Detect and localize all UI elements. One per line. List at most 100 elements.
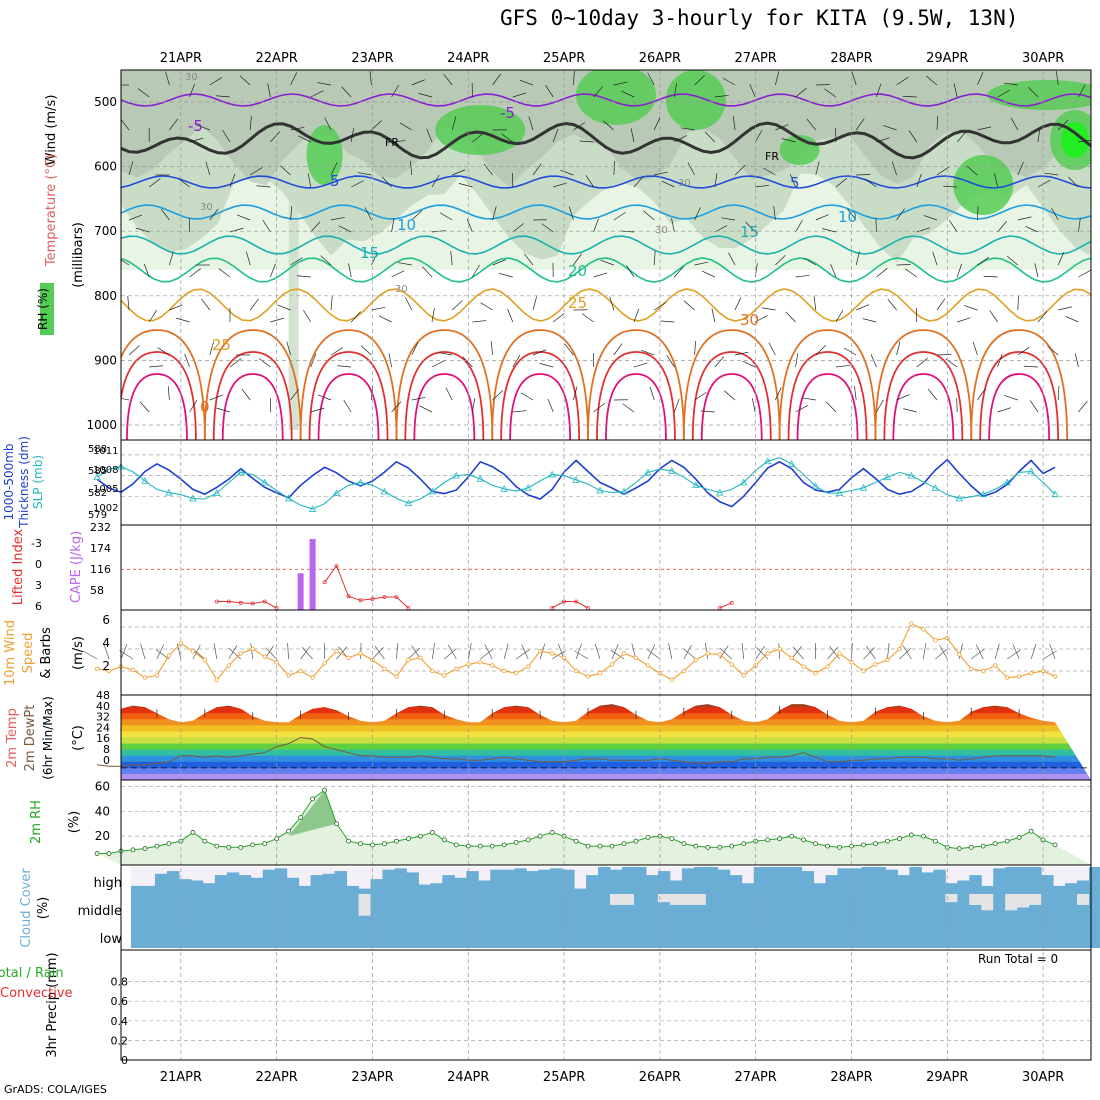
rh-point [549, 830, 555, 835]
axis-title-cloud-units: (%) [36, 897, 51, 920]
date-label-top: 21APR [160, 51, 202, 66]
surface-temp-arch [596, 351, 676, 440]
wind-barb [411, 79, 425, 86]
slp-marker [500, 485, 508, 492]
wind-barb [847, 208, 857, 221]
cloud-cell [1029, 921, 1042, 948]
lifted-tick-label: 3 [35, 579, 42, 592]
cloud-cell [1029, 904, 1042, 921]
thickness-line [96, 458, 1056, 508]
wind-barb [222, 129, 231, 143]
cloud-cell [741, 883, 755, 894]
wind10m-barb [503, 643, 509, 660]
temp-tick-label: 16 [96, 732, 110, 745]
cloud-cell [550, 868, 563, 894]
wind-speed-point [549, 651, 555, 656]
date-label-bottom: 25APR [543, 1070, 585, 1085]
wind-barb [337, 365, 352, 368]
cloud-cell [131, 921, 144, 948]
date-label-top: 28APR [830, 51, 872, 66]
date-label-top: 22APR [256, 51, 298, 66]
thickness-tick-label: 588 [88, 444, 107, 455]
cloud-gap [621, 894, 635, 905]
rh-bright-blob [1061, 122, 1090, 158]
wind-barb [724, 390, 736, 401]
date-label-bottom: 21APR [160, 1070, 202, 1085]
cloud-cell [825, 894, 839, 921]
surface-temp-arch [203, 329, 302, 440]
wind-barb [896, 394, 910, 401]
wind-barb [1057, 252, 1065, 266]
slp-marker [428, 487, 437, 495]
wind-speed-point [1052, 674, 1058, 679]
wind-barb [1029, 400, 1039, 413]
wind-barb [310, 221, 321, 233]
pressure-tick-label: 800 [94, 289, 117, 303]
cloud-cell [202, 894, 216, 921]
wind-barb [532, 349, 547, 356]
wind-barb [932, 251, 938, 266]
cloud-cell [981, 921, 994, 948]
cloud-cell [945, 921, 958, 948]
wind-barb [761, 307, 776, 311]
surface-temp-arch [126, 373, 188, 440]
wind-barb [411, 342, 419, 356]
wind-barb [229, 173, 236, 188]
wind-barb [916, 357, 928, 368]
wind-barb [755, 184, 770, 188]
thickness-tick-label: 585 [88, 466, 107, 477]
rh-shade-gray [121, 70, 1091, 187]
wind-barb [189, 137, 204, 143]
cloud-cell [382, 921, 395, 948]
cloud-cell [394, 921, 407, 948]
slp-marker [644, 468, 652, 476]
wind-barb [241, 388, 251, 401]
slp-marker [284, 494, 293, 502]
wind-speed-point [454, 666, 459, 671]
cloud-cell [202, 921, 216, 948]
wind-speed-point [909, 621, 914, 626]
date-label-bottom: 26APR [639, 1070, 681, 1085]
wind-barb [492, 390, 504, 401]
temp-band [121, 695, 1091, 702]
rh-point [801, 837, 806, 843]
wind-barb [209, 77, 222, 86]
wind-barb [714, 356, 725, 368]
cloud-cell [837, 894, 851, 921]
wind-barb [157, 347, 170, 356]
rh-point [825, 843, 830, 849]
slp-marker [524, 483, 532, 491]
cloud-cell [873, 894, 886, 921]
cloud-cell [442, 894, 455, 921]
rh-area [97, 790, 1091, 865]
contour-label: 25 [568, 294, 587, 312]
wind-barb [418, 93, 433, 98]
rh-point [729, 843, 735, 849]
wind-barb [178, 178, 190, 188]
wind-barb [391, 140, 406, 143]
lifted-index-line [551, 601, 589, 609]
wind-barb [654, 302, 667, 311]
wind-barb [121, 398, 130, 401]
cape-tick-label: 58 [90, 584, 104, 597]
cloud-cell [298, 885, 312, 894]
rh-point [226, 844, 232, 850]
wind-speed-point [717, 652, 722, 657]
cloud-cell [490, 869, 503, 894]
wind-barb [458, 183, 473, 188]
rh-point [717, 844, 723, 850]
cape-tick-label: 174 [90, 542, 111, 555]
cloud-cell [765, 894, 779, 921]
wind-barb [143, 263, 150, 278]
cloud-cell [813, 883, 827, 894]
wind-barb [324, 117, 332, 131]
wind-barb [887, 298, 897, 311]
surface-temp-arch [691, 351, 772, 440]
wind-barb [196, 124, 210, 131]
slp-marker [907, 471, 916, 479]
surface-temp-arch [413, 373, 476, 440]
cloud-cell [885, 894, 898, 921]
wind10m-barb [829, 646, 840, 660]
rh-green-blob [575, 70, 656, 125]
surface-temp-arch [682, 329, 781, 440]
